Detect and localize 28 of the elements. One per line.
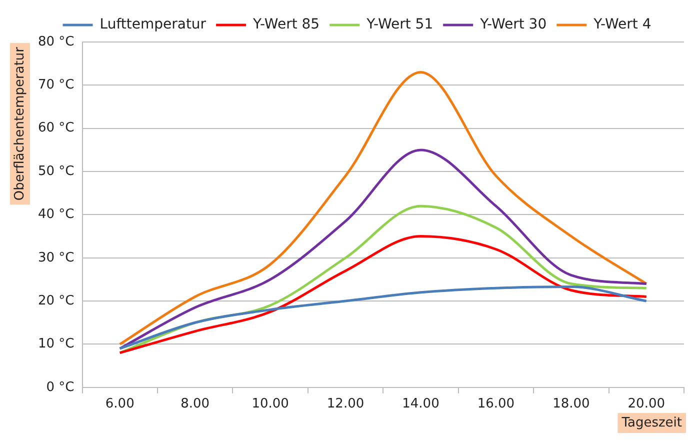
line-series — [118, 70, 648, 346]
legend-label: Y-Wert 51 — [366, 16, 434, 33]
y-tick-label: 50 °C — [38, 164, 74, 179]
line-series — [118, 286, 648, 350]
line-series — [118, 235, 648, 354]
legend-label: Lufttemperatur — [100, 16, 206, 33]
x-tick-label: 6.00 — [105, 396, 134, 412]
y-tick-label: 0 °C — [46, 380, 74, 395]
legend-label: Y-Wert 85 — [252, 16, 320, 33]
y-tick-label: 20 °C — [38, 293, 74, 308]
x-tick-label: 14.00 — [402, 396, 440, 412]
x-tick-label: 20.00 — [628, 396, 665, 412]
legend-label: Y-Wert 30 — [479, 16, 547, 33]
y-axis-title: Oberflächentemperatur — [12, 46, 28, 201]
y-tick-label: 10 °C — [38, 336, 74, 352]
line-series — [118, 148, 648, 350]
y-tick-label: 30 °C — [38, 250, 74, 266]
legend-label: Y-Wert 4 — [592, 16, 652, 33]
y-tick-label: 70 °C — [38, 78, 74, 93]
y-tick-label: 60 °C — [38, 120, 74, 136]
x-tick-label: 8.00 — [180, 396, 210, 412]
x-tick-label: 10.00 — [252, 396, 289, 412]
y-tick-label: 40 °C — [38, 207, 74, 222]
x-axis-title: Tageszeit — [620, 415, 682, 430]
x-tick-label: 12.00 — [326, 396, 364, 412]
x-tick-label: 16.00 — [477, 396, 515, 412]
y-tick-label: 80 °C — [38, 34, 74, 50]
x-tick-label: 18.00 — [552, 396, 590, 412]
